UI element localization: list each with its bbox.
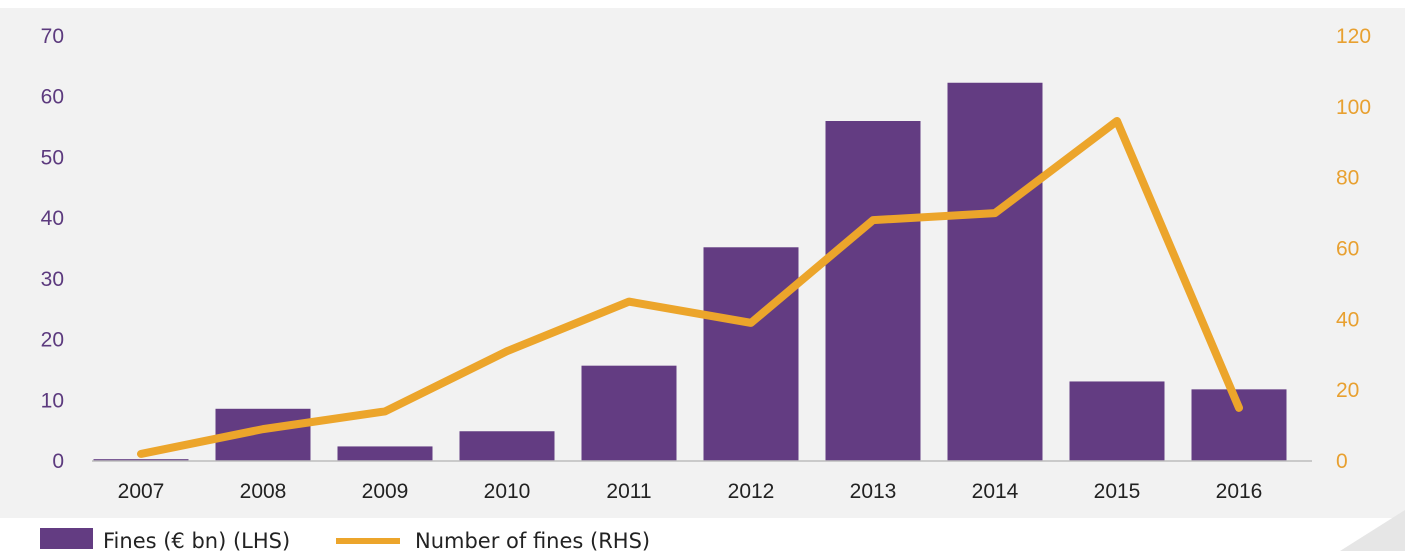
line-layer [137, 117, 1243, 458]
x-tick-label-2010: 2010 [484, 480, 531, 503]
right-tick-label: 120 [1336, 25, 1371, 48]
left-axis-ticks: 0 10 20 30 40 50 60 70 [41, 25, 64, 473]
bar-2007 [93, 459, 189, 461]
legend: Fines (€ bn) (LHS) Number of fines (RHS) [40, 528, 650, 551]
bar-2014 [947, 82, 1043, 461]
x-tick-label-2009: 2009 [362, 480, 409, 503]
left-tick-label: 20 [41, 329, 64, 352]
left-tick-label: 0 [52, 450, 64, 473]
legend-label-number-of-fines: Number of fines (RHS) [415, 529, 650, 551]
x-tick-label-2008: 2008 [240, 480, 287, 503]
x-tick-label-2011: 2011 [606, 480, 651, 503]
x-tick-label-2014: 2014 [972, 480, 1019, 503]
bar-2009 [337, 446, 433, 461]
bar-2012 [703, 247, 799, 461]
bar-2010 [459, 431, 555, 461]
right-tick-label: 80 [1336, 167, 1359, 190]
left-tick-label: 30 [41, 268, 64, 291]
x-tick-label-2013: 2013 [850, 480, 897, 503]
right-tick-label: 60 [1336, 238, 1359, 261]
x-tick-label-2012: 2012 [728, 480, 775, 503]
right-tick-label: 0 [1336, 450, 1348, 473]
legend-swatch-fines [40, 528, 93, 549]
left-tick-label: 10 [41, 389, 64, 412]
bar-2013 [825, 121, 921, 461]
legend-label-fines: Fines (€ bn) (LHS) [103, 529, 290, 551]
right-axis-ticks: 0 20 40 60 80 100 120 [1336, 25, 1371, 473]
left-tick-label: 50 [41, 146, 64, 169]
x-axis-ticks: 2007 2008 2009 2010 2011 2012 2013 2014 2015 2016 [118, 480, 1263, 503]
right-tick-label: 40 [1336, 308, 1359, 331]
x-tick-label-2007: 2007 [118, 480, 165, 503]
x-tick-label-2015: 2015 [1094, 480, 1141, 503]
right-tick-label: 20 [1336, 379, 1359, 402]
bar-2015 [1069, 381, 1165, 461]
page-curl-decoration [1340, 510, 1405, 551]
x-tick-label-2016: 2016 [1216, 480, 1263, 503]
bar-2011 [581, 365, 677, 461]
right-tick-label: 100 [1336, 96, 1371, 119]
line-number-of-fines [137, 117, 1243, 458]
left-tick-label: 70 [41, 25, 64, 48]
left-tick-label: 60 [41, 86, 64, 109]
left-tick-label: 40 [41, 207, 64, 230]
